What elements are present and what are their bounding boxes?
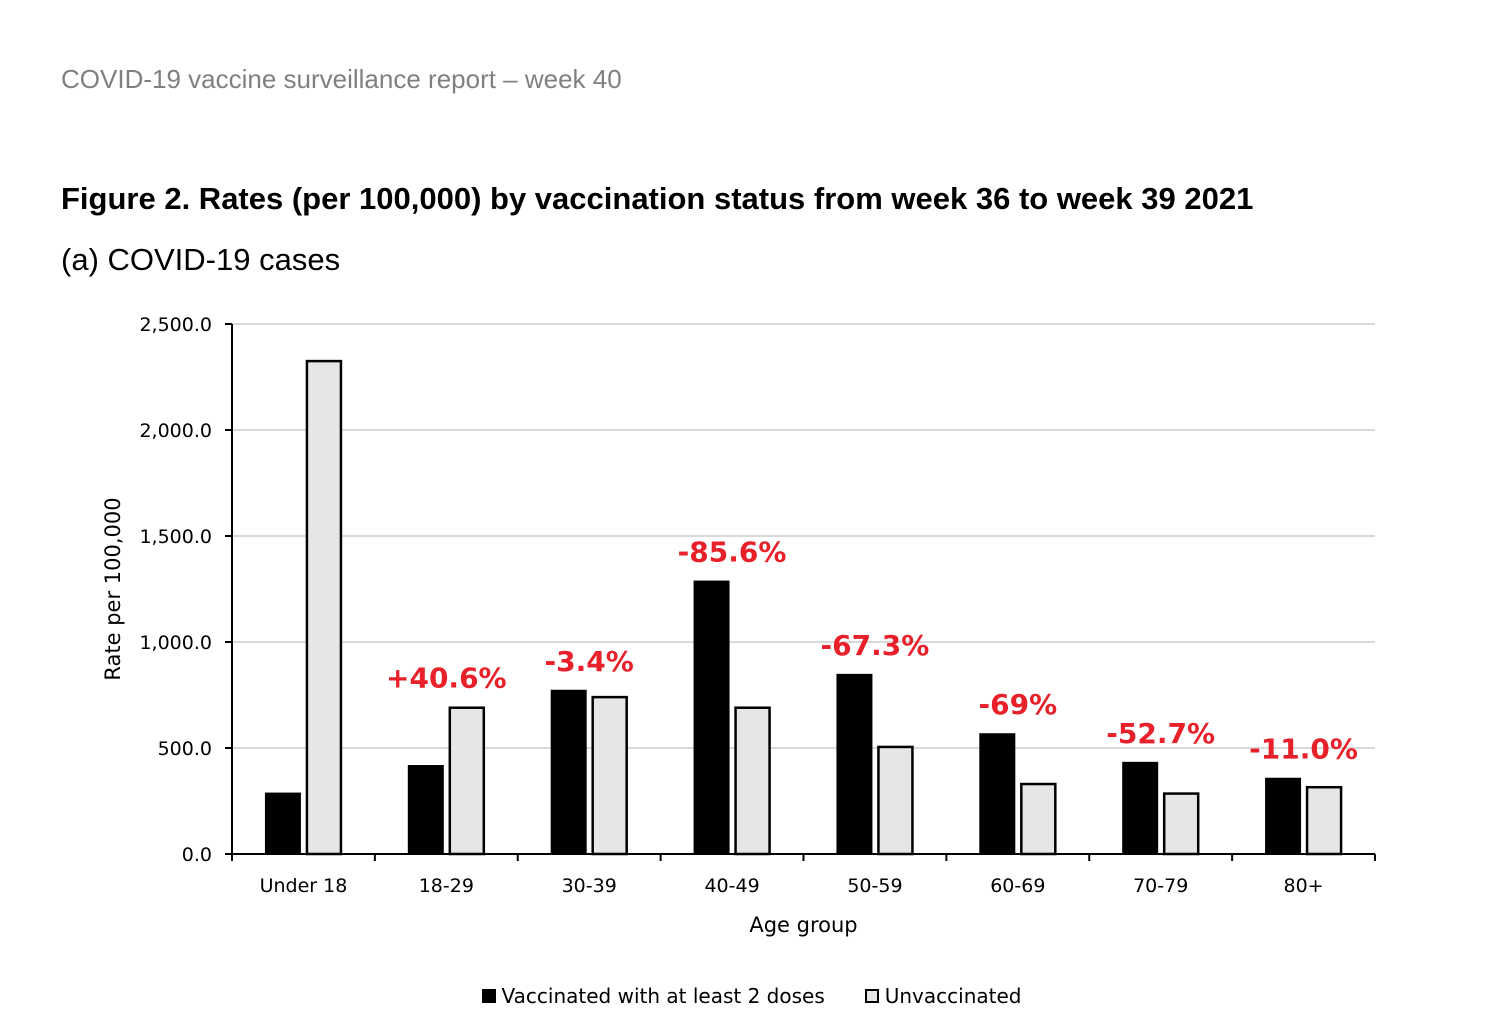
bar-unvaccinated-70-79 [1162, 792, 1200, 856]
y-axis-title: Rate per 100,000 [101, 497, 125, 680]
legend: Vaccinated with at least 2 doses Unvacci… [0, 984, 1503, 1008]
change-annotation: -11.0% [1249, 733, 1358, 766]
change-annotation: -67.3% [821, 629, 930, 662]
bar-unvaccinated-30-39 [591, 695, 628, 856]
bar-vaccinated-30-39 [550, 689, 587, 856]
bar-unvaccinated-40-49 [734, 706, 771, 856]
legend-label-vaccinated: Vaccinated with at least 2 doses [501, 984, 825, 1008]
y-tick-label: 2,500.0 [139, 314, 212, 336]
axes [225, 323, 1376, 861]
x-axis-title: Age group [749, 913, 857, 937]
bar-unvaccinated-under-18 [305, 359, 343, 856]
change-annotation: -52.7% [1106, 717, 1215, 750]
x-tick-label: 30-39 [562, 875, 617, 897]
x-tick-label: 70-79 [1133, 875, 1188, 897]
x-tick-label: Under 18 [260, 875, 348, 897]
bar-unvaccinated-18-29 [448, 706, 486, 856]
y-tick-label: 1,000.0 [139, 632, 212, 654]
change-annotation: -3.4% [545, 645, 634, 678]
bar-unvaccinated-80+ [1305, 785, 1343, 856]
gridlines [232, 323, 1375, 749]
bar-chart: 0.0 500.0 1,000.0 1,500.0 2,000.0 2,500.0 Unde… [101, 314, 1376, 937]
bar-vaccinated-80+ [1265, 777, 1302, 855]
bar-unvaccinated-60-69 [1020, 782, 1057, 856]
legend-label-unvaccinated: Unvaccinated [884, 984, 1022, 1008]
bar-vaccinated-40-49 [693, 580, 730, 856]
legend-item-unvaccinated: Unvaccinated [864, 984, 1022, 1008]
x-tick-label: 50-59 [847, 875, 902, 897]
change-annotation: -69% [978, 688, 1057, 721]
legend-swatch-unvaccinated [864, 989, 879, 1003]
y-tick-label: 0.0 [182, 844, 212, 866]
bar-vaccinated-under-18 [264, 792, 301, 856]
figure-title: Figure 2. Rates (per 100,000) by vaccina… [61, 181, 1254, 216]
labels: 0.0 500.0 1,000.0 1,500.0 2,000.0 2,500.0 Unde… [101, 314, 1358, 937]
report-header: COVID-19 vaccine surveillance report – w… [61, 64, 622, 94]
bar-vaccinated-70-79 [1122, 761, 1159, 856]
legend-item-vaccinated: Vaccinated with at least 2 doses [481, 984, 825, 1008]
legend-swatch-vaccinated [481, 989, 496, 1003]
bar-vaccinated-18-29 [407, 765, 444, 856]
change-annotation: -85.6% [678, 536, 787, 569]
figure-subtitle: (a) COVID-19 cases [61, 242, 341, 277]
y-tick-label: 1,500.0 [139, 526, 212, 548]
bar-unvaccinated-50-59 [877, 745, 914, 856]
x-tick-label: 18-29 [419, 875, 474, 897]
y-tick-label: 500.0 [158, 738, 212, 760]
y-tick-label: 2,000.0 [139, 420, 212, 442]
x-tick-label: 80+ [1284, 875, 1324, 897]
change-annotation: +40.6% [386, 662, 507, 695]
bars [264, 359, 1343, 856]
x-tick-label: 60-69 [990, 875, 1045, 897]
x-tick-label: 40-49 [704, 875, 759, 897]
bar-vaccinated-60-69 [979, 733, 1016, 855]
bar-vaccinated-50-59 [836, 673, 873, 855]
